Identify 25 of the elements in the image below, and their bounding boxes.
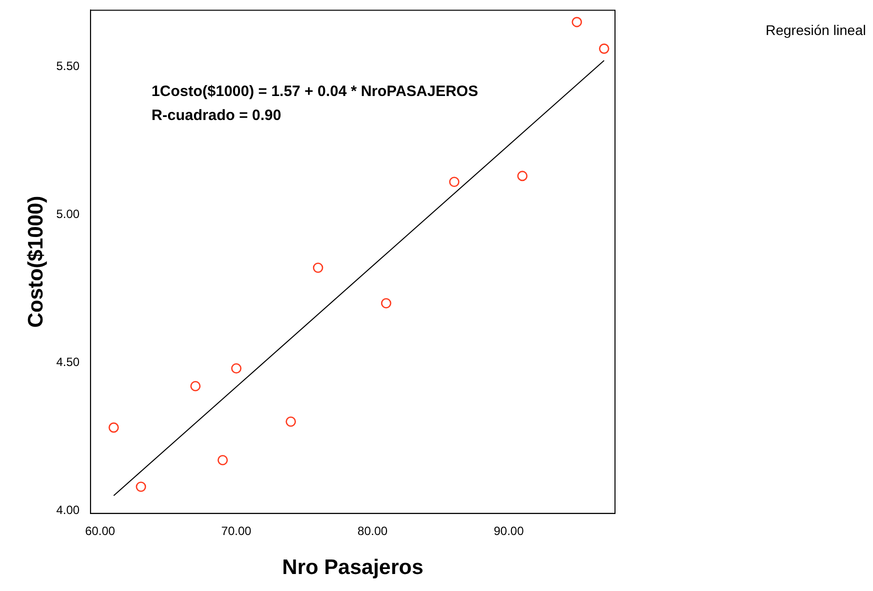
x-tick-label: 80.00 [358,524,388,538]
point [449,176,460,188]
y-tick-label: 4.00 [56,502,80,517]
point [517,170,528,182]
point [381,298,392,308]
annotation: 1Costo($1000) = 1.57 + 0.04 * NroPASAJEROS [152,83,478,100]
y-tick-label: 5.50 [56,58,80,73]
text: Regresión lineal [766,22,866,38]
point [231,363,242,374]
point [572,16,582,28]
x-tick-label: 60.00 [85,524,116,538]
y-tick-label: 4.50 [56,354,80,369]
point [190,380,201,392]
y-axis-title: Costo($1000) [24,196,48,328]
point [108,422,119,433]
point [218,454,228,466]
annotation: R-cuadrado = 0.90 [152,107,282,124]
x-tick-label: 90.00 [494,524,524,538]
x-tick-label: 70.00 [221,524,252,538]
point [286,416,296,427]
point [598,44,610,54]
point [312,262,324,273]
point [136,482,146,492]
y-tick-label: 5.00 [56,206,80,221]
x-axis-title: Nro Pasajeros [282,556,424,580]
